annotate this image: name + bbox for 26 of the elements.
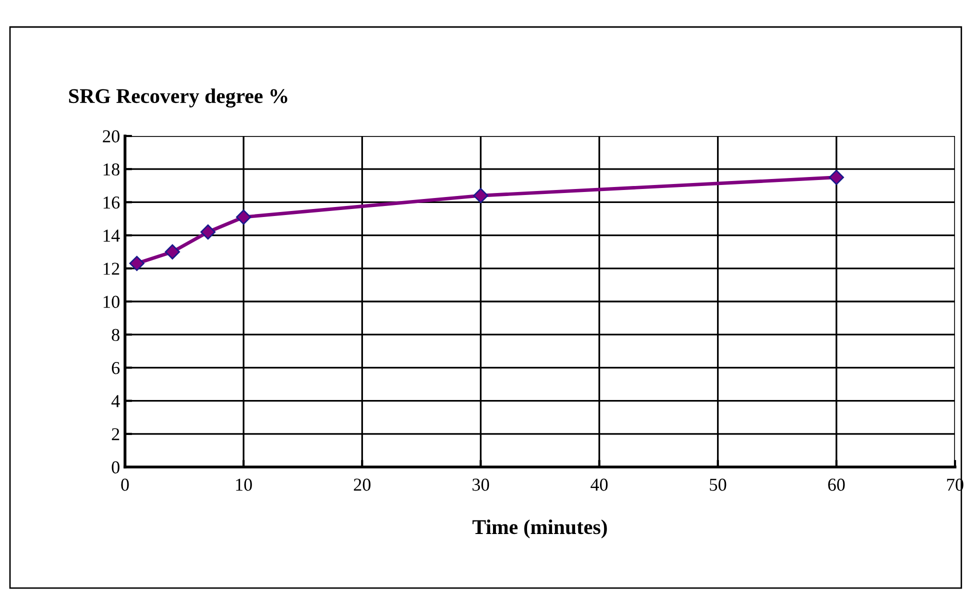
y-tick-label: 12: [104, 262, 120, 275]
y-tick-label: 20: [102, 130, 120, 142]
y-tick-label: 14: [104, 230, 120, 242]
point: [828, 170, 844, 185]
x-tick-label: 20: [354, 478, 370, 491]
x-tick-label: 10: [236, 478, 252, 491]
y-tick-label: 4: [111, 395, 120, 408]
x-tick-label: 50: [710, 478, 726, 491]
point: [473, 188, 488, 204]
x-tick-label: 40: [590, 478, 608, 491]
y-tick-label: 18: [104, 163, 120, 176]
point: [236, 210, 252, 225]
y-tick-label: 6: [112, 362, 120, 374]
y-tick-label: 2: [112, 428, 120, 440]
point: [129, 256, 144, 272]
point: [200, 224, 216, 240]
x-tick-label: 60: [828, 478, 845, 491]
x-axis-title: Time (minutes): [472, 519, 607, 538]
point: [164, 244, 180, 260]
y-tick-label: 16: [104, 196, 120, 209]
y-tick-label: 8: [112, 328, 120, 342]
y-axis-title: SRG Recovery degree %: [69, 88, 288, 108]
y-tick-label: 10: [104, 296, 120, 308]
x-tick-label: 0: [121, 478, 129, 491]
y-tick-label: 0: [112, 461, 120, 474]
x-tick-label: 30: [472, 478, 490, 491]
